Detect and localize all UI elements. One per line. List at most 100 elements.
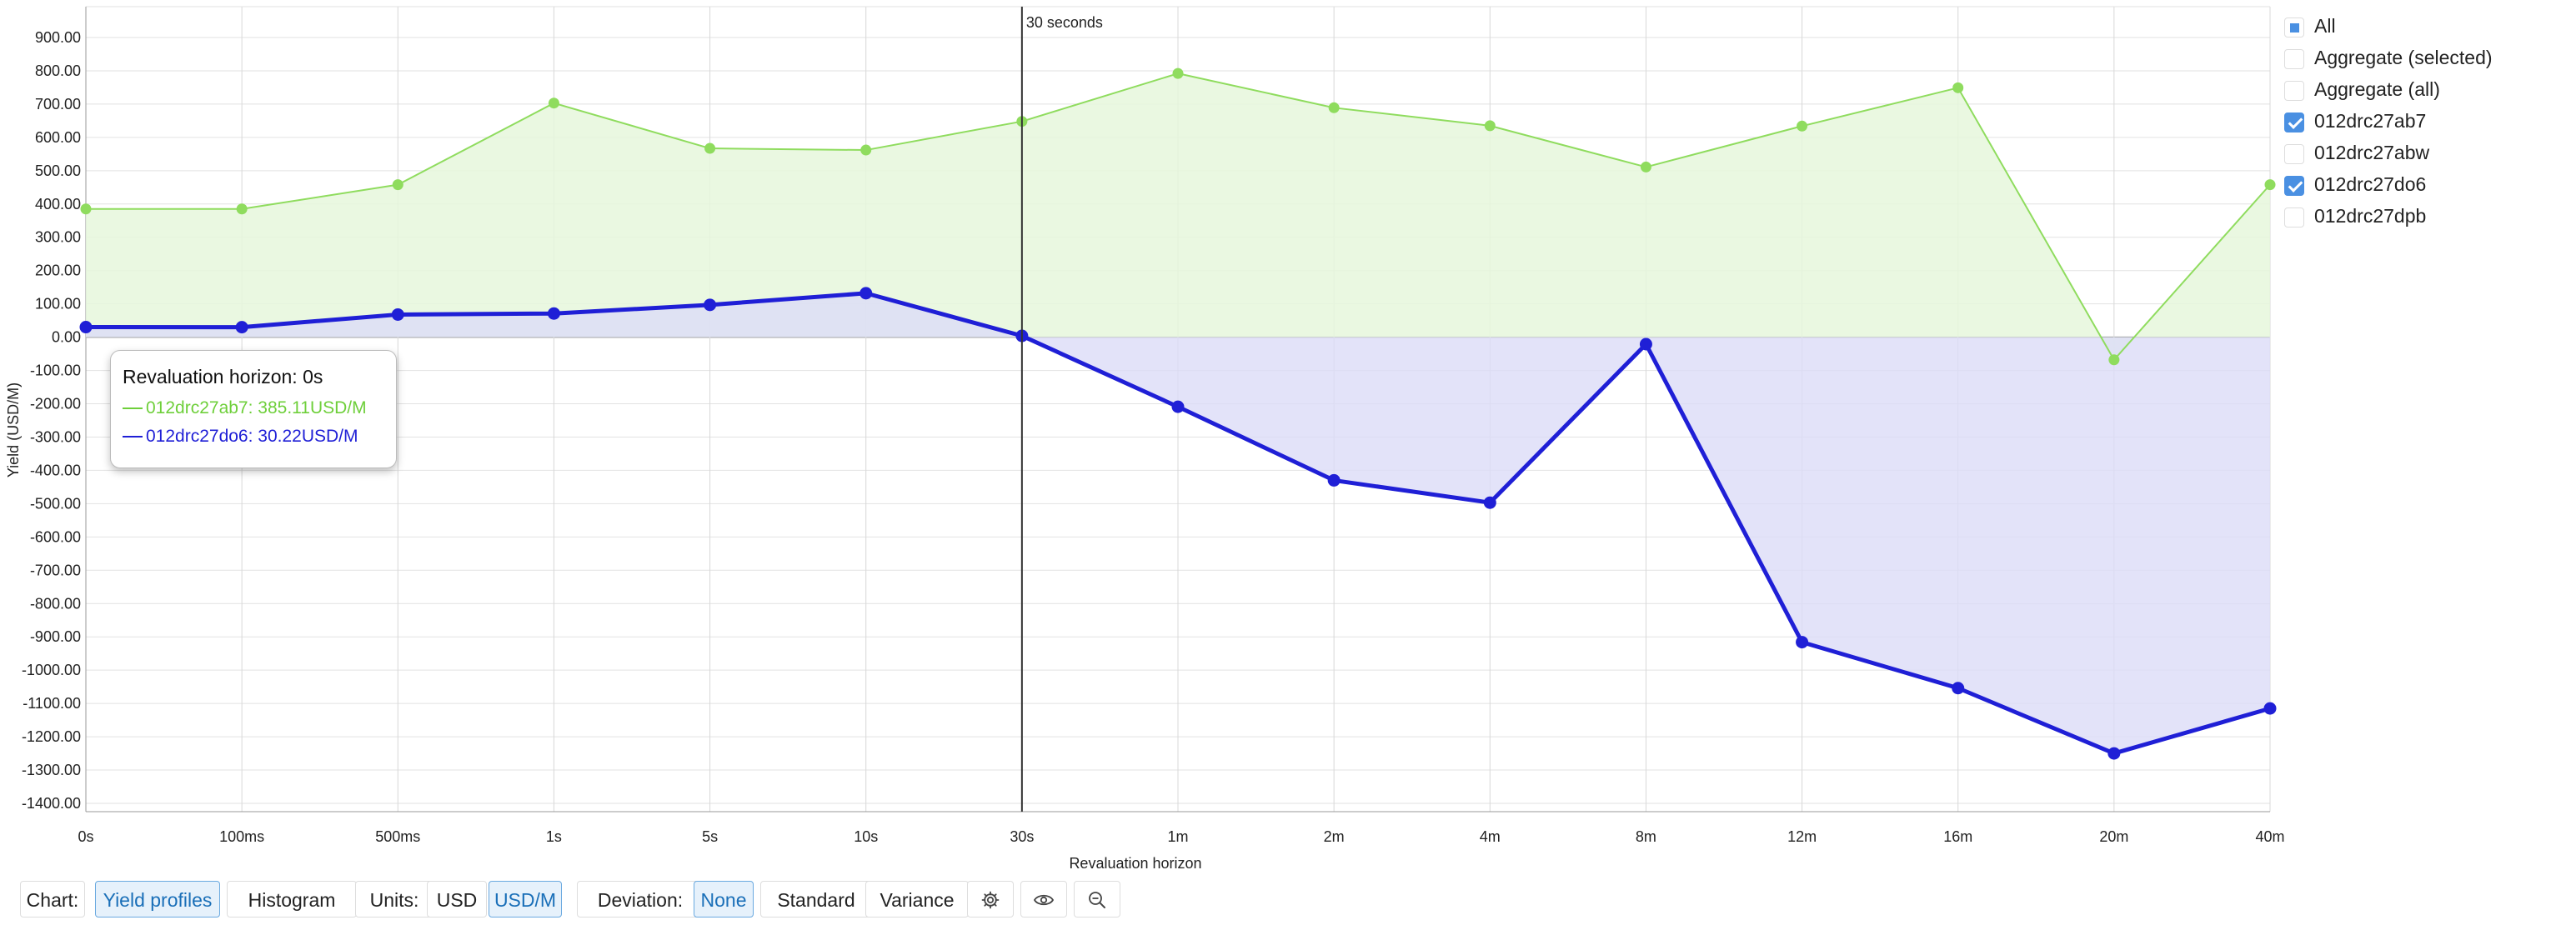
legend-item-all[interactable]: All [2284, 12, 2568, 43]
checkbox-icon[interactable] [2284, 18, 2304, 38]
series-dash-icon [123, 408, 143, 410]
x-tick-label: 5s [702, 828, 718, 845]
data-point[interactable] [2107, 747, 2121, 760]
x-tick-label: 20m [2099, 828, 2128, 845]
series-area-012drc27do6 [86, 292, 2270, 754]
x-tick-label: 30s [1010, 828, 1034, 845]
y-tick-label: 0.00 [52, 329, 81, 346]
y-tick-label: -100.00 [30, 362, 81, 379]
eye-icon [1033, 894, 1055, 906]
data-point[interactable] [392, 179, 403, 191]
legend-item-012drc27dpb[interactable]: 012drc27dpb [2284, 202, 2568, 233]
series-dash-icon [123, 436, 143, 438]
tooltip-row-text: 012drc27ab7: 385.11USD/M [146, 398, 367, 418]
x-tick-label: 1s [546, 828, 562, 845]
data-point[interactable] [704, 142, 716, 154]
data-point[interactable] [1328, 102, 1340, 113]
deviation-label: Deviation: [577, 881, 704, 918]
legend-item-aggregate-selected[interactable]: Aggregate (selected) [2284, 43, 2568, 75]
data-point[interactable] [860, 144, 872, 156]
y-tick-label: -1000.00 [22, 662, 81, 678]
units-usd-button[interactable]: USD [427, 881, 487, 918]
tooltip: Revaluation horizon: 0s 012drc27ab7: 385… [110, 350, 397, 468]
legend-item-012drc27do6[interactable]: 012drc27do6 [2284, 170, 2568, 202]
data-point[interactable] [236, 203, 248, 215]
tooltip-title: Revaluation horizon: 0s [123, 366, 323, 388]
checkbox-icon[interactable] [2284, 208, 2304, 228]
data-point[interactable] [1484, 120, 1496, 132]
legend-label: 012drc27do6 [2314, 173, 2427, 195]
data-point[interactable] [391, 308, 404, 321]
checkbox-icon[interactable] [2284, 49, 2304, 69]
data-point[interactable] [2264, 179, 2276, 191]
y-tick-label: 500.00 [35, 162, 81, 179]
horizon-marker: 30 seconds [1020, 7, 1103, 812]
area-fills [86, 73, 2270, 754]
data-point[interactable] [235, 321, 248, 334]
legend-label: 012drc27dpb [2314, 205, 2427, 227]
deviation-none-button[interactable]: None [694, 881, 754, 918]
x-tick-label: 16m [1943, 828, 1972, 845]
series-area-012drc27ab7 [86, 73, 2270, 360]
deviation-variance-button[interactable]: Variance [865, 881, 969, 918]
checkbox-icon[interactable] [2284, 112, 2304, 132]
data-point[interactable] [1952, 82, 1964, 93]
data-point[interactable] [1327, 473, 1341, 487]
data-point[interactable] [1639, 338, 1652, 351]
chart-yield-profiles-button[interactable]: Yield profiles [95, 881, 220, 918]
chart-histogram-button[interactable]: Histogram [227, 881, 357, 918]
data-point[interactable] [1796, 636, 1809, 649]
legend-label: 012drc27abw [2314, 142, 2430, 163]
data-point[interactable] [1172, 68, 1184, 79]
zoom-out-button[interactable] [1074, 881, 1120, 918]
x-tick-label: 1m [1167, 828, 1188, 845]
y-tick-label: -1400.00 [22, 795, 81, 812]
legend-item-aggregate-all[interactable]: Aggregate (all) [2284, 75, 2568, 107]
data-point[interactable] [1483, 496, 1496, 509]
checkbox-icon[interactable] [2284, 144, 2304, 164]
y-tick-label: 900.00 [35, 29, 81, 46]
y-tick-label: 300.00 [35, 229, 81, 246]
y-tick-label: 800.00 [35, 62, 81, 79]
y-tick-label: -1300.00 [22, 762, 81, 778]
horizon-marker-label: 30 seconds [1026, 14, 1103, 31]
y-tick-label: -400.00 [30, 462, 81, 478]
data-point[interactable] [1640, 161, 1651, 172]
data-point[interactable] [704, 298, 717, 312]
data-point[interactable] [548, 98, 559, 109]
legend-item-012drc27ab7[interactable]: 012drc27ab7 [2284, 107, 2568, 138]
legend-item-012drc27abw[interactable]: 012drc27abw [2284, 138, 2568, 170]
checkbox-icon[interactable] [2284, 176, 2304, 196]
y-tick-label: 600.00 [35, 129, 81, 146]
legend-label: 012drc27ab7 [2314, 110, 2427, 132]
data-point[interactable] [2108, 354, 2120, 366]
data-point[interactable] [79, 321, 93, 334]
tooltip-row: 012drc27ab7: 385.11USD/M [123, 398, 384, 418]
tooltip-row: 012drc27do6: 30.22USD/M [123, 427, 384, 447]
tooltip-row-text: 012drc27do6: 30.22USD/M [146, 427, 358, 446]
visibility-button[interactable] [1020, 881, 1067, 918]
data-point[interactable] [2263, 702, 2277, 715]
data-point[interactable] [1952, 682, 1965, 695]
x-tick-label: 2m [1324, 828, 1345, 845]
y-tick-label: 100.00 [35, 296, 81, 312]
settings-button[interactable] [967, 881, 1014, 918]
checkbox-icon[interactable] [2284, 81, 2304, 101]
y-tick-label: -1200.00 [22, 728, 81, 745]
y-tick-label: -700.00 [30, 562, 81, 578]
data-point[interactable] [1171, 400, 1185, 413]
data-point[interactable] [547, 307, 560, 320]
y-tick-label: -800.00 [30, 595, 81, 612]
y-tick-label: -500.00 [30, 495, 81, 512]
data-point[interactable] [1797, 120, 1808, 132]
units-usd-per-m-button[interactable]: USD/M [489, 881, 562, 918]
series-points [79, 68, 2277, 760]
y-tick-label: -200.00 [30, 396, 81, 412]
data-point[interactable] [860, 287, 873, 300]
x-tick-label: 8m [1636, 828, 1656, 845]
deviation-standard-button[interactable]: Standard [760, 881, 872, 918]
y-tick-label: -300.00 [30, 428, 81, 445]
data-point[interactable] [80, 203, 92, 215]
x-axis: 0s 100ms 500ms 1s 5s 10s 30s 1m 2m 4m 8m 12m 16m 20m 4… [78, 828, 2284, 845]
